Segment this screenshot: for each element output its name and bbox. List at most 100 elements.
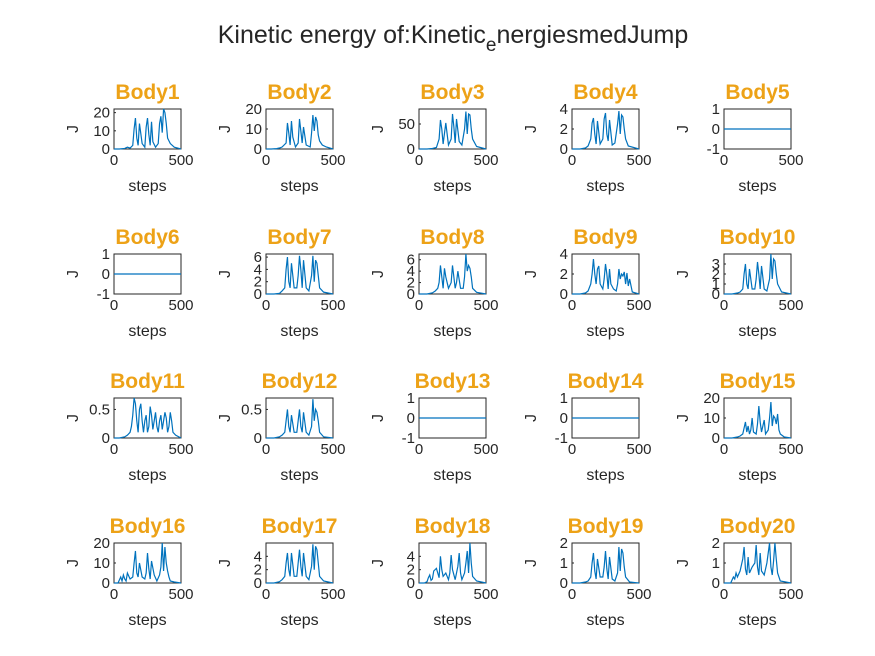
x-axis-label: steps [738,323,776,340]
y-tick-label: 0.5 [89,401,110,418]
x-tick-label: 0 [110,441,118,458]
x-tick-label: 500 [320,152,345,169]
x-tick-label: 500 [320,586,345,603]
y-tick-label: 6 [407,252,415,269]
y-tick-label: 10 [93,123,110,140]
y-tick-label: 2 [560,535,568,552]
axes-frame [571,542,640,584]
y-axis-label: J [370,125,387,133]
subplot-title: Body6 [115,226,179,249]
x-tick-label: 0 [262,152,270,169]
energy-series-line [114,397,182,439]
energy-series-line [419,542,487,584]
energy-series-line [114,542,182,584]
x-tick-label: 500 [778,586,803,603]
axes-frame [723,253,792,295]
x-tick-label: 0 [110,586,118,603]
subplot-title: Body13 [415,370,491,393]
x-tick-label: 500 [168,152,193,169]
y-tick-label: 2 [254,562,262,579]
energy-series-line [266,544,334,584]
x-tick-label: 0 [720,441,728,458]
axes-frame [265,397,334,439]
x-tick-label: 500 [626,152,651,169]
x-axis-label: steps [433,323,471,340]
x-tick-label: 500 [320,441,345,458]
y-tick-label: 0 [407,410,415,427]
x-tick-label: 0 [110,152,118,169]
x-tick-label: 0 [110,297,118,314]
y-tick-label: 1 [712,555,720,572]
x-tick-label: 0 [262,441,270,458]
y-axis-label: J [675,270,692,278]
subplot-title: Body17 [262,515,338,538]
subplot-title: Body14 [568,370,644,393]
x-tick-label: 500 [626,586,651,603]
energy-series-line [266,114,334,150]
energy-series-line [419,111,487,150]
subplot-title: Body15 [720,370,796,393]
y-tick-label: 10 [93,555,110,572]
y-axis-label: J [523,559,540,567]
y-tick-label: 0 [712,430,720,447]
y-axis-label: J [370,270,387,278]
y-axis-label: J [523,125,540,133]
x-tick-label: 500 [778,152,803,169]
y-tick-label: 0 [102,430,110,447]
axes-frame [265,542,334,584]
subplot-3: 0 500 0 50 Body3 steps J [370,81,499,195]
y-axis-label: J [65,125,82,133]
y-tick-label: 0 [254,430,262,447]
y-axis-label: J [523,270,540,278]
y-tick-label: 1 [712,276,720,293]
y-tick-label: 20 [93,105,110,122]
subplot-title: Body2 [267,81,331,104]
y-axis-label: J [65,559,82,567]
y-tick-label: 2 [712,535,720,552]
x-tick-label: 500 [473,586,498,603]
x-axis-label: steps [738,612,776,629]
x-axis-label: steps [280,323,318,340]
x-tick-label: 0 [568,441,576,458]
x-tick-label: 500 [168,297,193,314]
subplot-title: Body10 [720,226,796,249]
y-axis-label: J [217,559,234,567]
y-tick-label: 2 [712,266,720,283]
y-axis-label: J [675,414,692,422]
x-tick-label: 500 [473,441,498,458]
y-tick-label: 0 [560,575,568,592]
y-tick-label: 0 [254,575,262,592]
x-tick-label: 0 [415,152,423,169]
x-tick-label: 0 [415,297,423,314]
subplot-title: Body20 [720,515,796,538]
x-tick-label: 0 [568,152,576,169]
subplot-title: Body9 [573,226,637,249]
y-tick-label: 20 [245,101,262,118]
y-tick-label: -1 [402,430,415,447]
y-tick-label: 0 [102,575,110,592]
x-tick-label: 500 [168,586,193,603]
energy-series-line [572,258,640,295]
y-tick-label: 0 [560,141,568,158]
y-tick-label: 4 [560,101,568,118]
x-axis-label: steps [433,467,471,484]
energy-series-line [266,255,334,295]
y-tick-label: 2 [407,275,415,292]
y-tick-label: 2 [560,266,568,283]
y-tick-label: 4 [254,548,262,565]
x-tick-label: 0 [262,586,270,603]
y-tick-label: 0 [407,575,415,592]
x-axis-label: steps [586,323,624,340]
y-axis-label: J [370,414,387,422]
